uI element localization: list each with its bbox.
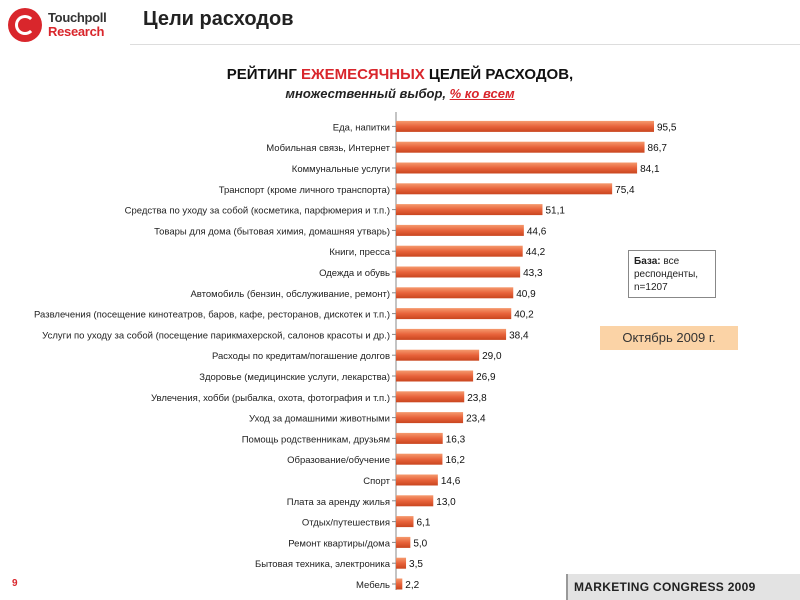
date-badge: Октябрь 2009 г. bbox=[600, 326, 738, 350]
category-label: Книги, пресса bbox=[329, 247, 390, 258]
logo-subtitle: Research bbox=[48, 24, 105, 39]
bar-value-label: 95,5 bbox=[657, 122, 677, 133]
base-text: все респонденты, n=1207 bbox=[634, 256, 699, 293]
category-label: Здоровье (медицинские услуги, лекарства) bbox=[199, 372, 390, 383]
category-label: Товары для дома (бытовая химия, домашняя… bbox=[154, 226, 390, 237]
bar-value-label: 51,1 bbox=[545, 206, 565, 217]
bar bbox=[396, 224, 524, 236]
logo-mark-icon bbox=[8, 8, 42, 42]
base-label: База: bbox=[634, 256, 661, 267]
bar-value-label: 84,1 bbox=[640, 164, 660, 175]
bar bbox=[396, 453, 443, 465]
bar bbox=[396, 120, 654, 132]
bar-value-label: 3,5 bbox=[409, 559, 423, 570]
bar bbox=[396, 266, 521, 278]
bar-value-label: 14,6 bbox=[441, 476, 461, 487]
chart-title-part1: РЕЙТИНГ bbox=[226, 66, 302, 83]
bar bbox=[396, 245, 523, 257]
touchpoll-logo: Touchpoll Research bbox=[8, 6, 128, 46]
bar bbox=[396, 536, 411, 548]
chart-title: РЕЙТИНГ ЕЖЕМЕСЯЧНЫХ ЦЕЛЕЙ РАСХОДОВ, bbox=[0, 66, 800, 83]
bar bbox=[396, 370, 474, 382]
bar-value-label: 44,2 bbox=[526, 247, 546, 258]
page-number: 9 bbox=[12, 578, 18, 589]
bar-value-label: 2,2 bbox=[405, 580, 419, 590]
bar bbox=[396, 287, 514, 299]
bar bbox=[396, 578, 403, 590]
base-info-box: База: все респонденты, n=1207 bbox=[628, 250, 716, 298]
bar bbox=[396, 308, 512, 320]
category-label: Услуги по уходу за собой (посещение пари… bbox=[42, 330, 390, 341]
category-label: Образование/обучение bbox=[287, 455, 390, 466]
bar-value-label: 38,4 bbox=[509, 330, 529, 341]
logo-name: Touchpoll bbox=[48, 10, 107, 25]
bar-value-label: 16,3 bbox=[446, 434, 466, 445]
category-label: Увлечения, хобби (рыбалка, охота, фотогр… bbox=[151, 393, 390, 404]
bar-value-label: 44,6 bbox=[527, 226, 547, 237]
category-label: Бытовая техника, электроника bbox=[255, 559, 391, 570]
bar bbox=[396, 516, 414, 528]
bar bbox=[396, 412, 464, 424]
chart-subtitle-part1: множественный выбор, bbox=[285, 86, 450, 101]
bar bbox=[396, 391, 465, 403]
bar-value-label: 13,0 bbox=[436, 497, 456, 508]
category-label: Одежда и обувь bbox=[319, 268, 390, 279]
chart-subtitle-highlight: % ко всем bbox=[449, 86, 515, 101]
bar-value-label: 75,4 bbox=[615, 185, 635, 196]
chart-title-part2: ЦЕЛЕЙ РАСХОДОВ, bbox=[424, 66, 574, 83]
category-label: Коммунальные услуги bbox=[292, 164, 390, 175]
category-label: Спорт bbox=[363, 476, 390, 487]
bar-value-label: 5,0 bbox=[413, 538, 427, 549]
chart-subtitle: множественный выбор, % ко всем bbox=[0, 86, 800, 101]
footer-badge: MARKETING CONGRESS 2009 bbox=[566, 574, 800, 600]
bar bbox=[396, 328, 507, 340]
category-label: Уход за домашними животными bbox=[249, 414, 390, 425]
page-title: Цели расходов bbox=[143, 8, 294, 30]
bar-value-label: 40,9 bbox=[516, 289, 536, 300]
bar-value-label: 23,8 bbox=[467, 393, 487, 404]
bar-value-label: 23,4 bbox=[466, 414, 486, 425]
category-label: Расходы по кредитам/погашение долгов bbox=[212, 351, 390, 362]
bar-chart: 95,5 Еда, напитки 86,7 Мобильная связь, Инт… bbox=[34, 112, 677, 590]
category-label: Отдых/путешествия bbox=[302, 518, 390, 529]
category-label: Развлечения (посещение кинотеатров, баро… bbox=[34, 310, 390, 321]
category-label: Средства по уходу за собой (косметика, п… bbox=[125, 206, 390, 217]
bar bbox=[396, 495, 434, 507]
bar bbox=[396, 474, 438, 486]
bar bbox=[396, 183, 613, 195]
chart-title-highlight: ЕЖЕМЕСЯЧНЫХ bbox=[301, 66, 425, 83]
bar bbox=[396, 349, 480, 361]
category-label: Помощь родственникам, друзьям bbox=[242, 434, 390, 445]
bar bbox=[396, 432, 443, 444]
category-label: Мебель bbox=[356, 580, 390, 590]
bar bbox=[396, 557, 407, 569]
category-label: Ремонт квартиры/дома bbox=[288, 538, 390, 549]
category-label: Мобильная связь, Интернет bbox=[266, 143, 390, 154]
category-label: Транспорт (кроме личного транспорта) bbox=[219, 185, 390, 196]
category-label: Еда, напитки bbox=[333, 122, 390, 133]
bar bbox=[396, 204, 543, 216]
bar-value-label: 16,2 bbox=[445, 455, 465, 466]
bar-value-label: 43,3 bbox=[523, 268, 543, 279]
bar-value-label: 26,9 bbox=[476, 372, 496, 383]
bar bbox=[396, 162, 638, 174]
bar-value-label: 29,0 bbox=[482, 351, 502, 362]
bar-value-label: 40,2 bbox=[514, 310, 534, 321]
bar-value-label: 6,1 bbox=[416, 518, 430, 529]
header-divider bbox=[130, 44, 800, 45]
bar bbox=[396, 141, 645, 153]
category-label: Автомобиль (бензин, обслуживание, ремонт… bbox=[190, 289, 390, 300]
bar-value-label: 86,7 bbox=[648, 143, 668, 154]
category-label: Плата за аренду жилья bbox=[287, 497, 390, 508]
